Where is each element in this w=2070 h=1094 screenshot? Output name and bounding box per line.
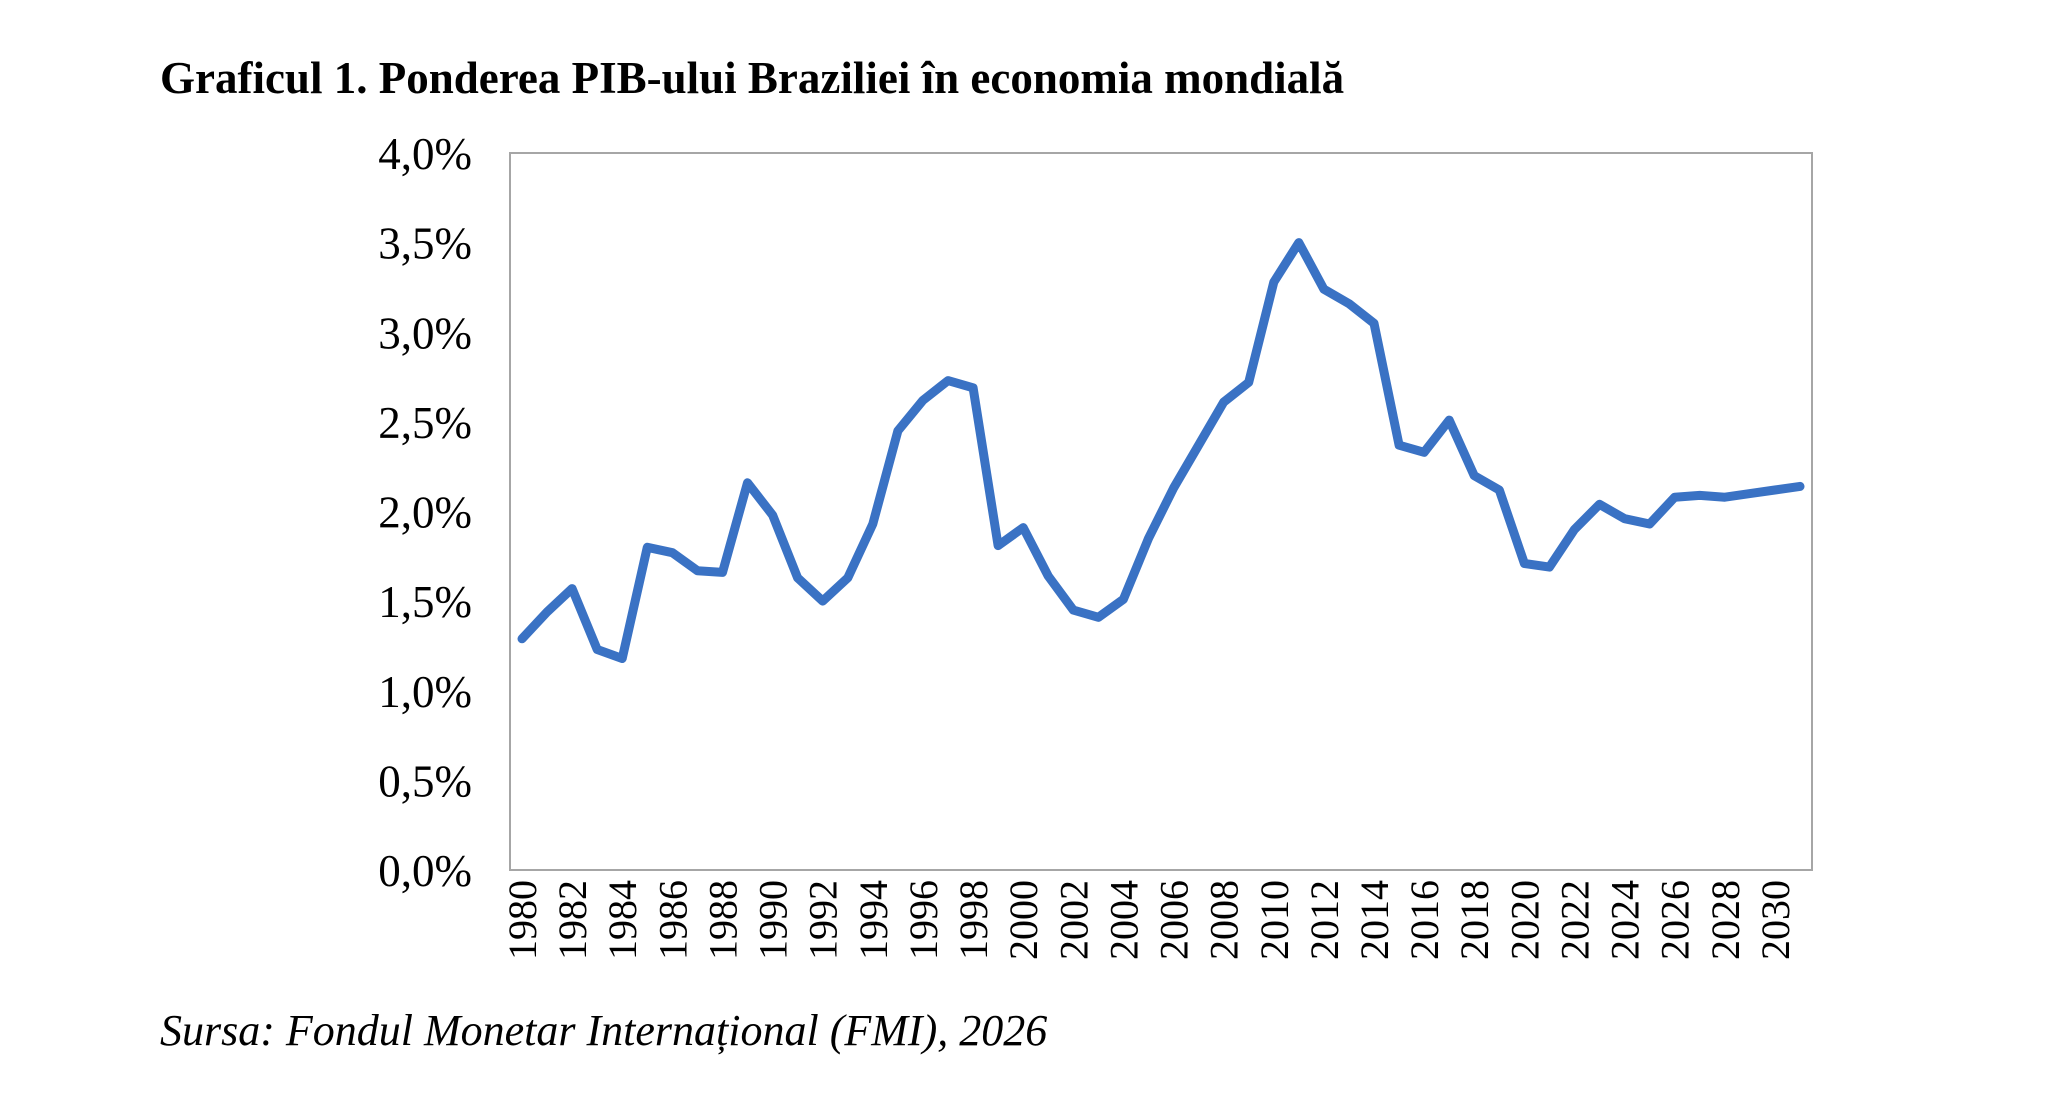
x-tick-label: 2018 (1452, 880, 1497, 960)
chart-source-note: Sursa: Fondul Monetar Internațional (FMI… (160, 1006, 1048, 1055)
y-tick-label: 1,5% (378, 577, 472, 627)
x-tick-label: 2008 (1202, 880, 1247, 960)
y-tick-label: 4,0% (378, 129, 472, 179)
x-tick-label: 2002 (1051, 880, 1096, 960)
x-tick-label: 1986 (650, 880, 695, 960)
series-line (517, 238, 1805, 663)
y-tick-label: 3,0% (378, 308, 472, 358)
x-tick-label: 2030 (1753, 880, 1798, 960)
x-tick-label: 2010 (1252, 880, 1297, 960)
y-tick-label: 0,0% (378, 846, 472, 896)
y-axis-ticks: 0,0% 0,5% 1,0% 1,5% 2,0% 2,5% 3,0% 3,5% 4,0% (378, 129, 472, 896)
x-tick-label: 1980 (500, 880, 545, 960)
x-tick-label: 1982 (550, 880, 595, 960)
x-tick-label: 2020 (1502, 880, 1547, 960)
x-axis-ticks: 1980 1982 1984 1986 1988 1990 1992 1994 1996 1998… (500, 880, 1798, 960)
x-tick-label: 1992 (801, 880, 846, 960)
x-tick-label: 2026 (1653, 880, 1698, 960)
x-tick-label: 2016 (1402, 880, 1447, 960)
x-tick-label: 1988 (700, 880, 745, 960)
x-tick-label: 2004 (1101, 880, 1146, 960)
x-tick-label: 1990 (751, 880, 796, 960)
x-tick-label: 1984 (600, 880, 645, 960)
y-tick-label: 2,5% (378, 398, 472, 448)
x-tick-label: 1998 (951, 880, 996, 960)
x-tick-label: 2022 (1552, 880, 1597, 960)
series-layer (517, 238, 1805, 663)
x-tick-label: 2028 (1703, 880, 1748, 960)
x-tick-label: 2024 (1603, 880, 1648, 960)
plot-area-frame (509, 152, 1813, 871)
x-tick-label: 1994 (851, 880, 896, 960)
x-tick-label: 1996 (901, 880, 946, 960)
y-tick-label: 2,0% (378, 488, 472, 538)
y-tick-label: 3,5% (378, 219, 472, 269)
y-tick-label: 0,5% (378, 756, 472, 806)
x-tick-label: 2012 (1302, 880, 1347, 960)
chart-title: Graficul 1. Ponderea PIB-ului Braziliei … (160, 53, 1345, 103)
y-tick-label: 1,0% (378, 667, 472, 717)
x-tick-label: 2014 (1352, 880, 1397, 960)
x-tick-label: 2006 (1152, 880, 1197, 960)
x-tick-label: 2000 (1001, 880, 1046, 960)
